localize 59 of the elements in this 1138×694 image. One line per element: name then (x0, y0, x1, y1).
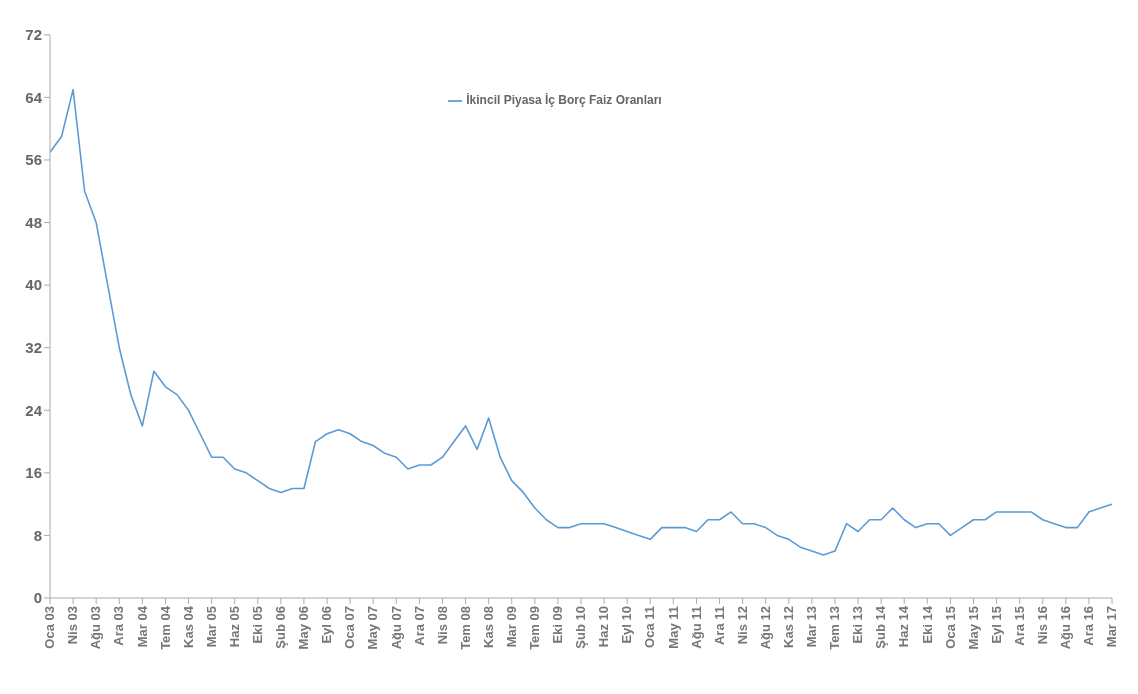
y-tick-label: 40 (25, 276, 42, 294)
x-tick-label: Ara 16 (1081, 606, 1097, 646)
x-tick-label: Tem 09 (527, 606, 543, 650)
x-tick-label: Ağu 12 (757, 606, 773, 650)
x-tick-label: May 15 (965, 606, 981, 650)
x-tick-label: Ağu 16 (1058, 606, 1074, 650)
y-tick-label: 0 (33, 589, 42, 607)
x-tick-label: Haz 10 (596, 606, 612, 648)
x-tick-label: Şub 14 (873, 605, 889, 649)
x-tick-label: Şub 06 (273, 606, 289, 649)
x-tick-label: Kas 12 (781, 606, 797, 648)
x-tick-label: Nis 12 (734, 606, 750, 645)
y-tick-label: 24 (25, 401, 43, 419)
x-tick-label: Tem 04 (157, 605, 173, 650)
x-tick-label: Tem 08 (457, 606, 473, 650)
x-tick-label: Mar 05 (203, 606, 219, 648)
x-tick-label: May 06 (296, 606, 312, 650)
x-tick-label: May 11 (665, 606, 681, 649)
x-tick-label: Oca 15 (942, 606, 958, 649)
x-tick-label: Ara 11 (711, 606, 727, 646)
x-tick-label: Ara 07 (411, 606, 427, 646)
x-tick-label: Eki 05 (250, 606, 266, 644)
x-tick-label: Şub 10 (573, 606, 589, 649)
y-tick-label: 48 (25, 213, 42, 231)
x-tick-label: Eyl 15 (988, 606, 1004, 644)
x-tick-label: Tem 13 (827, 606, 843, 650)
y-tick-label: 56 (25, 151, 42, 169)
x-tick-label: Mar 17 (1104, 606, 1120, 648)
x-tick-label: Kas 04 (180, 605, 196, 648)
y-tick-label: 32 (25, 339, 42, 357)
x-tick-label: Haz 14 (896, 605, 912, 648)
y-tick-label: 64 (25, 88, 43, 106)
x-tick-label: Eyl 10 (619, 606, 635, 644)
x-tick-label: Ara 03 (111, 606, 127, 646)
x-tick-label: May 07 (365, 606, 381, 650)
x-tick-label: Eki 13 (850, 606, 866, 644)
x-tick-label: Ağu 07 (388, 606, 404, 650)
y-tick-label: 72 (25, 26, 42, 44)
y-tick-label: 8 (33, 526, 42, 544)
x-tick-label: Ağu 11 (688, 606, 704, 649)
x-tick-label: Mar 13 (804, 606, 820, 648)
x-tick-label: Kas 08 (480, 606, 496, 648)
x-tick-label: Nis 03 (65, 606, 81, 645)
x-tick-label: Eki 14 (919, 605, 935, 644)
x-tick-label: Haz 05 (226, 606, 242, 648)
x-tick-label: Eki 09 (550, 606, 566, 644)
x-tick-label: Nis 08 (434, 606, 450, 645)
y-tick-label: 16 (25, 464, 42, 482)
legend-label: İkincil Piyasa İç Borç Faiz Oranları (466, 93, 662, 107)
x-tick-label: Oca 07 (342, 606, 358, 649)
x-tick-label: Oca 11 (642, 606, 658, 648)
x-tick-label: Oca 03 (42, 606, 58, 649)
x-tick-label: Ara 15 (1011, 606, 1027, 646)
x-tick-label: Nis 16 (1034, 606, 1050, 645)
line-series (50, 88, 1112, 556)
x-tick-label: Ağu 03 (88, 606, 104, 650)
x-tick-label: Eyl 06 (319, 606, 335, 644)
x-tick-label: Mar 04 (134, 605, 150, 648)
x-tick-label: Mar 09 (503, 606, 519, 648)
